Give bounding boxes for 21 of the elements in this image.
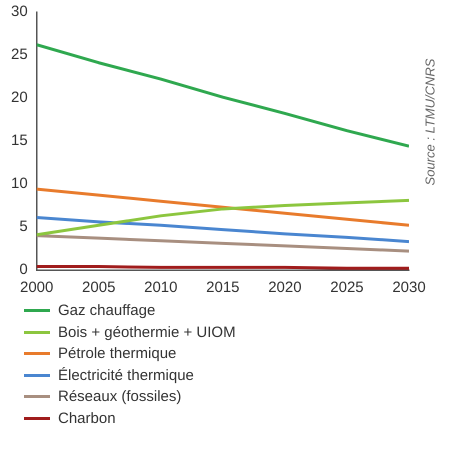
x-tick-label: 2030 [392,279,426,296]
x-tick-label: 2005 [82,279,116,296]
y-tick-label: 0 [19,261,28,278]
x-tick-label: 2000 [20,279,54,296]
x-tick-label: 2015 [206,279,240,296]
y-tick-label: 25 [10,46,28,64]
legend-label: Électricité thermique [58,366,194,384]
legend-label: Réseaux (fossiles) [58,388,182,406]
legend-label: Bois + géothermie + UIOM [58,324,236,341]
source-note: Source : LTMU/CNRS [422,58,438,186]
legend-label: Gaz chauffage [58,302,156,320]
y-tick-label: 10 [10,175,28,192]
y-tick-label: 15 [10,132,28,150]
y-tick-label: 30 [10,3,28,20]
x-tick-label: 2025 [330,279,364,296]
x-tick-label: 2020 [268,279,302,296]
x-tick-label: 2010 [144,279,178,296]
y-tick-label: 5 [19,218,28,236]
legend-label: Pétrole thermique [58,345,176,362]
y-tick-label: 20 [10,89,28,106]
legend-label: Charbon [58,410,116,427]
